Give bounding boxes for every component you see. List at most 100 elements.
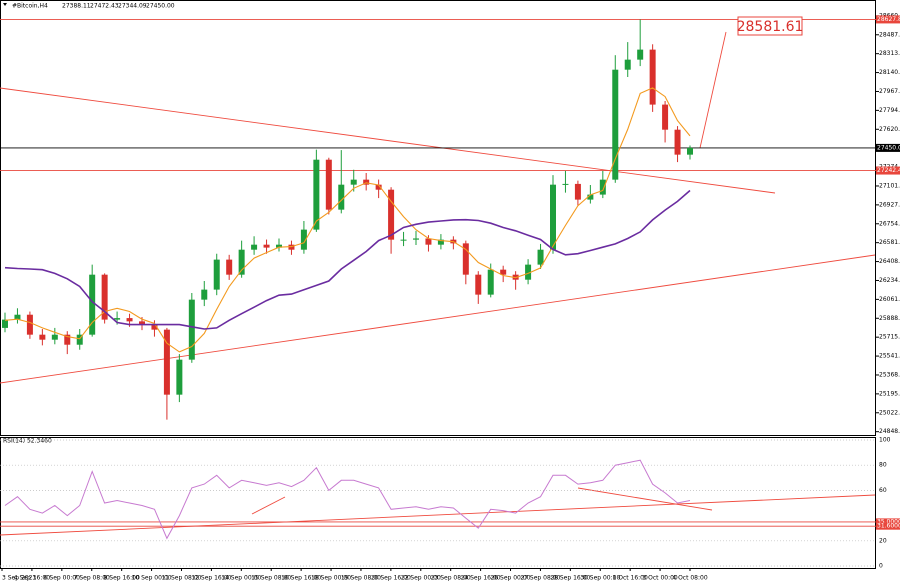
y-tick-label: 28140.60	[879, 69, 900, 76]
candle-body	[263, 244, 270, 248]
y-tick-label: 26754.60	[879, 220, 900, 227]
y-tick-label: 27101.10	[879, 182, 900, 189]
symbol-title: #Bitcoin,H4	[12, 3, 48, 10]
trend-line	[0, 87, 776, 194]
ohlc-high: 27472.43	[90, 3, 119, 10]
candle-body	[2, 319, 8, 328]
y-tick-label: 27620.85	[879, 126, 900, 133]
x-tick-label: 22 Sep 00:00	[401, 575, 441, 582]
rsi-tick-label: 20	[879, 537, 887, 544]
candle-body	[64, 334, 71, 345]
rsi-tick-label: 60	[879, 487, 887, 494]
candle-body	[101, 274, 108, 320]
candle-body	[413, 238, 419, 240]
x-tick-label: 4 Sep 16:00	[14, 575, 50, 582]
rsi-level-label: 31.6000	[877, 523, 900, 530]
candle-body	[400, 239, 407, 241]
candle-body	[662, 104, 669, 130]
candle-body	[462, 243, 469, 275]
candle-body	[26, 314, 33, 335]
candle-body	[599, 179, 606, 195]
candle-body	[388, 189, 395, 240]
rsi-trend-line	[577, 487, 713, 511]
candle-body	[14, 314, 21, 320]
candle-body	[574, 183, 581, 200]
y-tick-label: 27794.10	[879, 107, 900, 114]
candle-body	[649, 49, 656, 105]
candle-body	[114, 318, 121, 320]
rsi-tick-label: 80	[879, 462, 887, 469]
x-tick-label: 4 Oct 08:00	[672, 575, 707, 582]
price-label-box	[876, 15, 900, 24]
x-tick-label: 6 Sep 00:00	[44, 575, 80, 582]
rsi-tick-label: 100	[879, 437, 891, 444]
rsi-level-box	[876, 518, 900, 526]
candle-body	[163, 329, 170, 395]
x-tick-label: 30 Sep 00:00	[580, 575, 620, 582]
x-tick-label: 26 Sep 00:00	[490, 575, 530, 582]
x-tick-label: 1 Oct 16:00	[613, 575, 648, 582]
x-tick-label: 20 Sep 16:00	[371, 575, 411, 582]
moving-average	[4, 87, 691, 353]
candle-body	[487, 269, 494, 295]
x-tick-label: 11 Sep 08:00	[161, 575, 201, 582]
y-tick-label: 25195.35	[879, 390, 900, 397]
candle-body	[226, 259, 233, 275]
candle-body	[674, 129, 681, 155]
candle-body	[188, 299, 195, 360]
y-tick-label: 26234.85	[879, 277, 900, 284]
candle-body	[425, 238, 432, 245]
annotation-label: 28581.61	[737, 19, 804, 35]
ohlc-close: 27450.00	[146, 3, 175, 10]
y-tick-label: 25022.10	[879, 409, 900, 416]
candle-body	[637, 49, 644, 60]
price-label: 28627.80	[877, 16, 900, 23]
x-tick-label: 24 Sep 16:00	[461, 575, 501, 582]
y-tick-label: 25541.85	[879, 353, 900, 360]
x-tick-label: 27 Sep 08:00	[520, 575, 560, 582]
x-tick-label: 28 Sep 16:00	[550, 575, 590, 582]
moving-average	[4, 189, 691, 330]
candle-body	[687, 147, 693, 155]
candle-body	[612, 69, 619, 180]
trend-line	[0, 254, 876, 384]
candle-body	[437, 239, 444, 245]
rsi-tick-label: 0	[879, 563, 883, 570]
x-tick-label: 7 Sep 08:00	[74, 575, 110, 582]
candle-body	[475, 274, 482, 295]
x-tick-label: 18 Sep 00:00	[311, 575, 351, 582]
price-label: 27450.00	[877, 144, 900, 151]
candle-body	[89, 274, 96, 335]
rsi-level-label: 35.0000	[877, 518, 900, 525]
candle-body	[139, 321, 145, 325]
candle-body	[562, 183, 569, 185]
x-tick-label: 3 Sep 2023	[2, 575, 36, 582]
x-tick-label: 8 Sep 16:00	[104, 575, 140, 582]
candle-body	[350, 179, 357, 185]
rsi-panel	[0, 437, 876, 569]
candle-body	[525, 264, 532, 280]
candle-body	[313, 159, 320, 230]
y-tick-label: 26927.85	[879, 201, 900, 208]
rsi-level-box	[876, 522, 900, 530]
candle-body	[276, 244, 282, 248]
x-tick-label: 23 Sep 08:00	[431, 575, 471, 582]
price-label-box	[876, 143, 900, 152]
y-tick-label: 24848.85	[879, 428, 900, 435]
rsi-trend-line	[251, 496, 286, 515]
x-tick-label: 3 Oct 00:00	[642, 575, 677, 582]
rsi-trend-line	[0, 494, 876, 536]
candle-body	[76, 334, 83, 345]
candle-body	[363, 179, 370, 185]
price-label: 27242.46	[877, 167, 900, 174]
annotation-box	[737, 16, 803, 36]
rsi-title: RSI(14) 52.3460	[3, 438, 52, 445]
ohlc-open: 27388.11	[62, 3, 91, 10]
price-label-box	[876, 166, 900, 175]
y-tick-label: 26581.35	[879, 239, 900, 246]
x-tick-label: 10 Sep 00:00	[132, 575, 172, 582]
candle-body	[251, 244, 258, 250]
candle-body	[39, 334, 46, 340]
y-tick-label: 25715.10	[879, 334, 900, 341]
